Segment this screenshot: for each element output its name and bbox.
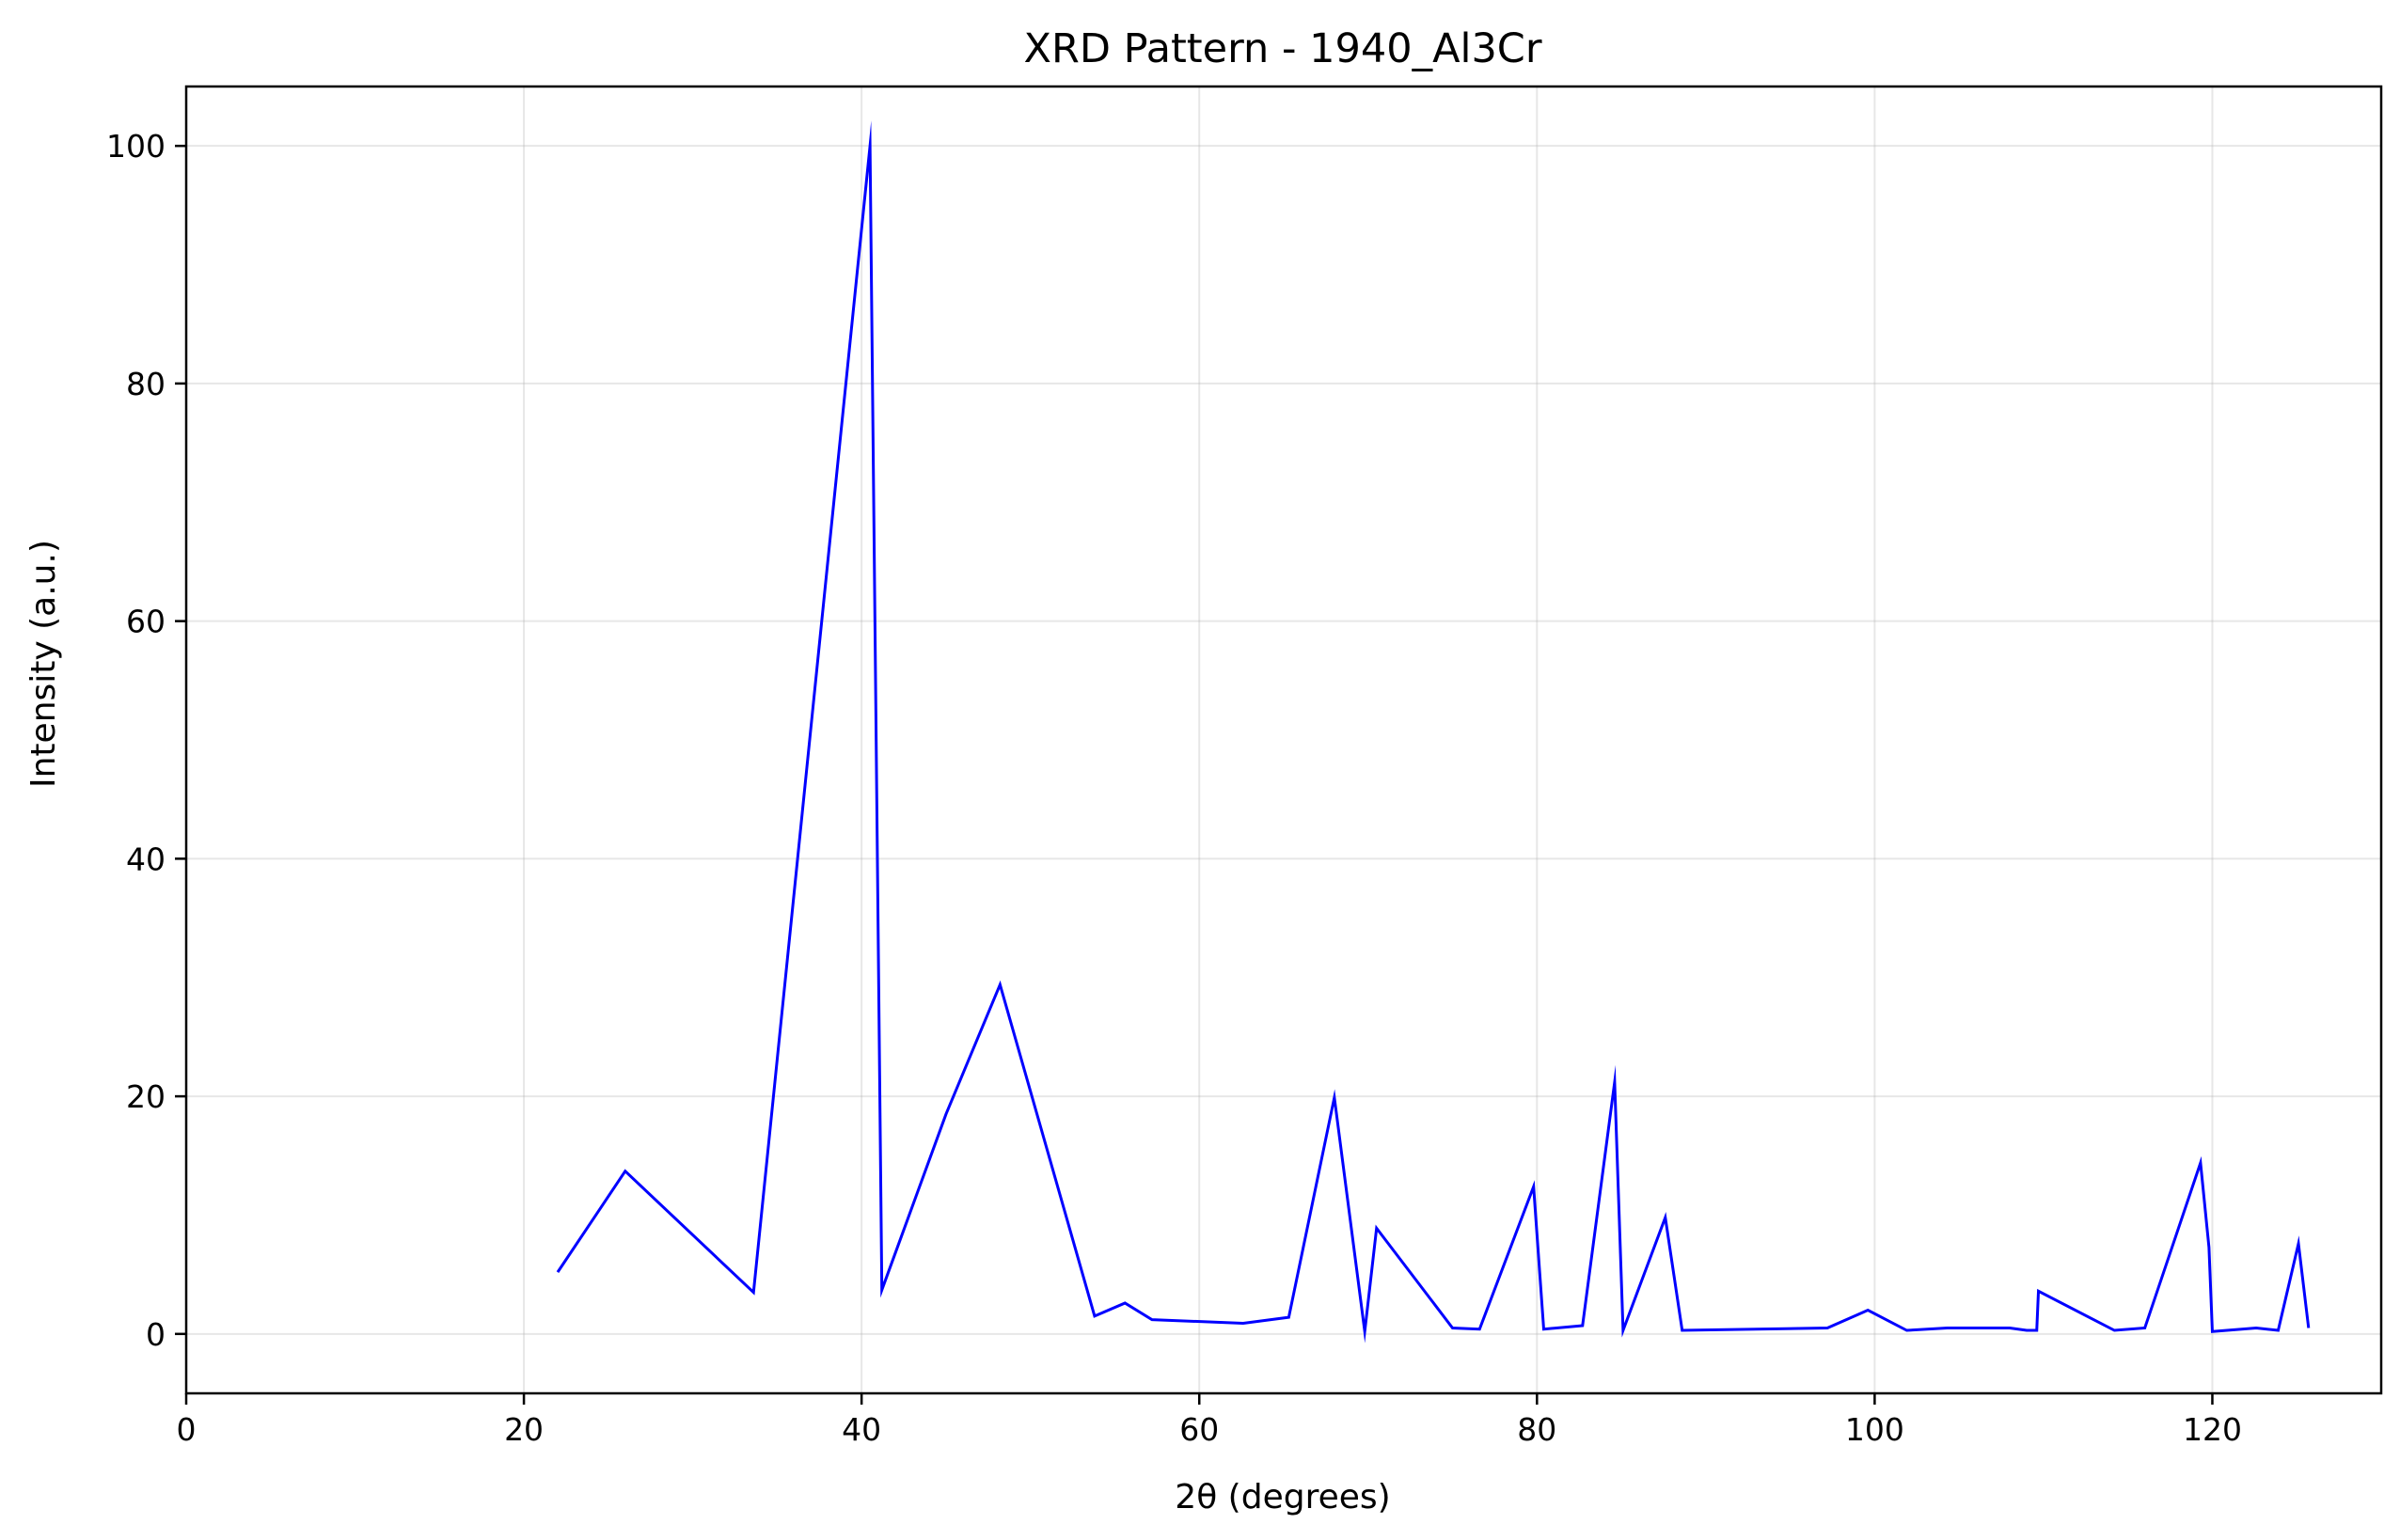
x-tick-label: 20 — [504, 1411, 544, 1448]
x-tick-label: 40 — [842, 1411, 881, 1448]
y-tick-label: 100 — [106, 128, 166, 165]
x-tick-label: 0 — [177, 1411, 197, 1448]
y-axis-title: Intensity (a.u.) — [24, 540, 63, 788]
x-tick-label: 60 — [1179, 1411, 1219, 1448]
y-tick-label: 60 — [126, 604, 166, 640]
series-layer — [556, 120, 2311, 1344]
x-axis-title: 2θ (degrees) — [1175, 1478, 1390, 1516]
x-tick-label: 100 — [1845, 1411, 1904, 1448]
x-tick-label: 120 — [2183, 1411, 2242, 1448]
y-tick-label: 0 — [146, 1316, 166, 1353]
chart-title: XRD Pattern - 1940_Al3Cr — [1023, 25, 1541, 72]
plot-frame — [184, 85, 2383, 1395]
x-tick-label: 80 — [1517, 1411, 1556, 1448]
ticks-layer: 0 20 40 60 80 100 120 0 20 40 60 80 100 — [106, 128, 2242, 1448]
series-line — [556, 120, 2311, 1344]
y-tick-label: 80 — [126, 366, 166, 402]
grid-layer — [185, 86, 2381, 1393]
y-tick-label: 20 — [126, 1078, 166, 1115]
y-tick-label: 40 — [126, 841, 166, 877]
